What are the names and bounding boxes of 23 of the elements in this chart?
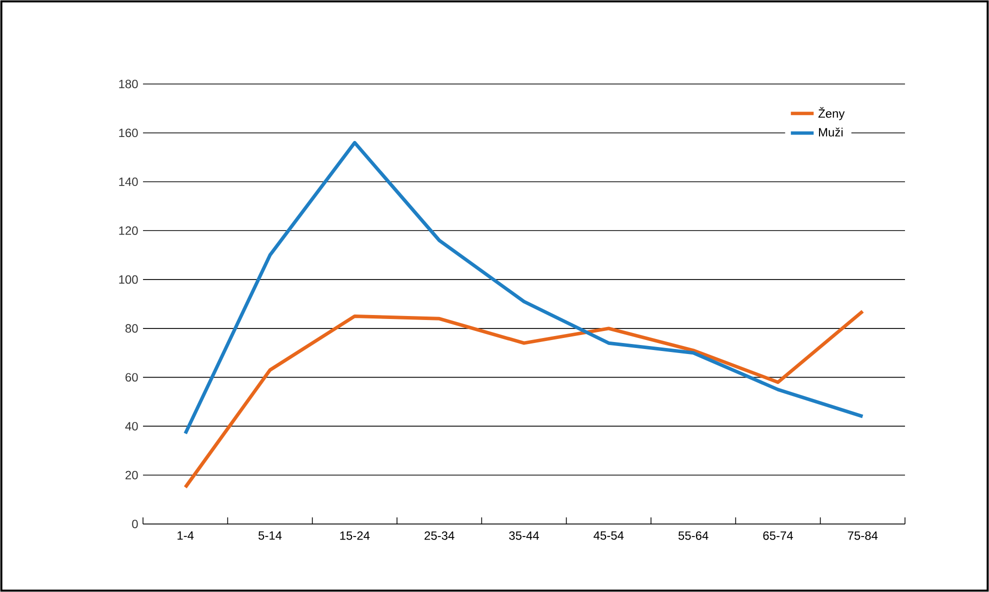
legend-label: Muži: [819, 128, 843, 137]
y-tick-label: 180: [119, 80, 138, 88]
y-tick-label: 140: [119, 178, 138, 186]
x-tick-label: 75-84: [848, 531, 878, 540]
line-series: [184, 310, 864, 490]
x-tick-label: 5-14: [258, 531, 282, 540]
y-tick-label: 120: [119, 226, 138, 235]
y-tick-label: 60: [126, 373, 138, 382]
x-tick-label: 1-4: [178, 531, 194, 540]
y-tick-label: 0: [132, 520, 138, 528]
y-tick-label: 40: [125, 422, 138, 430]
y-tick-label: 160: [119, 128, 138, 138]
y-tick-label: 20: [126, 470, 138, 480]
x-tick-label: 15-24: [340, 531, 370, 540]
y-tick-label: 100: [119, 275, 138, 284]
x-tick-label: 45-54: [594, 531, 624, 540]
x-tick-label: 25-34: [424, 531, 454, 540]
y-tick-label: 80: [125, 324, 138, 333]
x-tick-label: 55-64: [678, 531, 708, 540]
line-series: [184, 140, 864, 436]
x-tick-label: 35-44: [509, 531, 539, 540]
x-tick-label: 65-74: [763, 531, 793, 540]
legend-label: Ženy: [818, 107, 845, 120]
